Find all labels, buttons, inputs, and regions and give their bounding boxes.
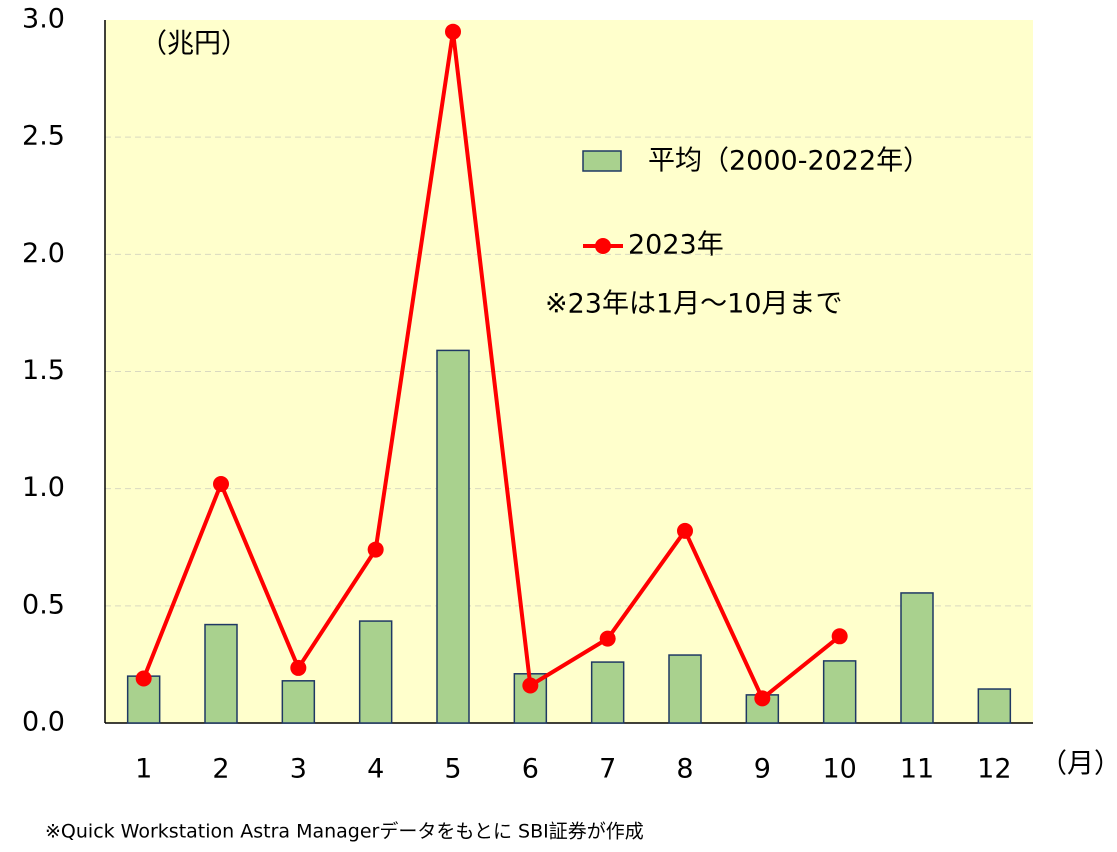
note: ※23年は1月～10月まで [545, 289, 843, 320]
x-unit: （月） [1040, 749, 1117, 780]
x-tick-label: 11 [900, 754, 934, 785]
bar [358, 620, 393, 724]
line [141, 31, 841, 702]
y-tick-label: 0.0 [22, 707, 65, 738]
x-tick-label: 1 [135, 754, 152, 785]
y-tick-label: 2.5 [22, 121, 65, 152]
bar [822, 660, 857, 724]
x-tick-label: 3 [290, 754, 307, 785]
x-tick-label: 10 [822, 754, 856, 785]
x-tick-label: 6 [522, 754, 539, 785]
x-tick-label: 9 [754, 754, 771, 785]
bar [590, 661, 625, 724]
point [677, 522, 693, 539]
x-tick-label: 12 [977, 754, 1011, 785]
x-tick-label: 8 [676, 754, 693, 785]
bar [281, 680, 316, 724]
point [367, 541, 384, 558]
legend-label: 2023年 [628, 230, 724, 261]
bar [204, 623, 238, 724]
x-tick-label: 7 [599, 754, 616, 785]
bar [977, 688, 1012, 724]
point [599, 630, 616, 647]
source: ※Quick Workstation Astra Managerデータをもとに … [45, 821, 644, 843]
y-tick-label: 1.5 [22, 355, 65, 386]
legend-bar-swatch [582, 150, 622, 172]
point [831, 628, 848, 645]
x-tick-label: 2 [212, 754, 229, 785]
legend-marker [595, 238, 611, 254]
legend-label: 平均（2000-2022年） [648, 146, 930, 177]
y-tick-label: 1.0 [22, 472, 65, 503]
bar [436, 349, 470, 724]
point [290, 659, 307, 676]
point [213, 475, 229, 492]
bar [668, 654, 702, 724]
point [754, 690, 771, 707]
x-tick-label: 4 [367, 754, 384, 785]
x-tick-label: 5 [444, 754, 461, 785]
y-tick-label: 2.0 [22, 238, 65, 269]
point [445, 23, 461, 40]
bar [900, 592, 934, 724]
y-tick-label: 0.5 [22, 589, 65, 620]
y-unit: （兆円） [140, 29, 248, 60]
y-tick-label: 3.0 [22, 4, 65, 35]
point [522, 677, 539, 694]
point [135, 670, 152, 687]
